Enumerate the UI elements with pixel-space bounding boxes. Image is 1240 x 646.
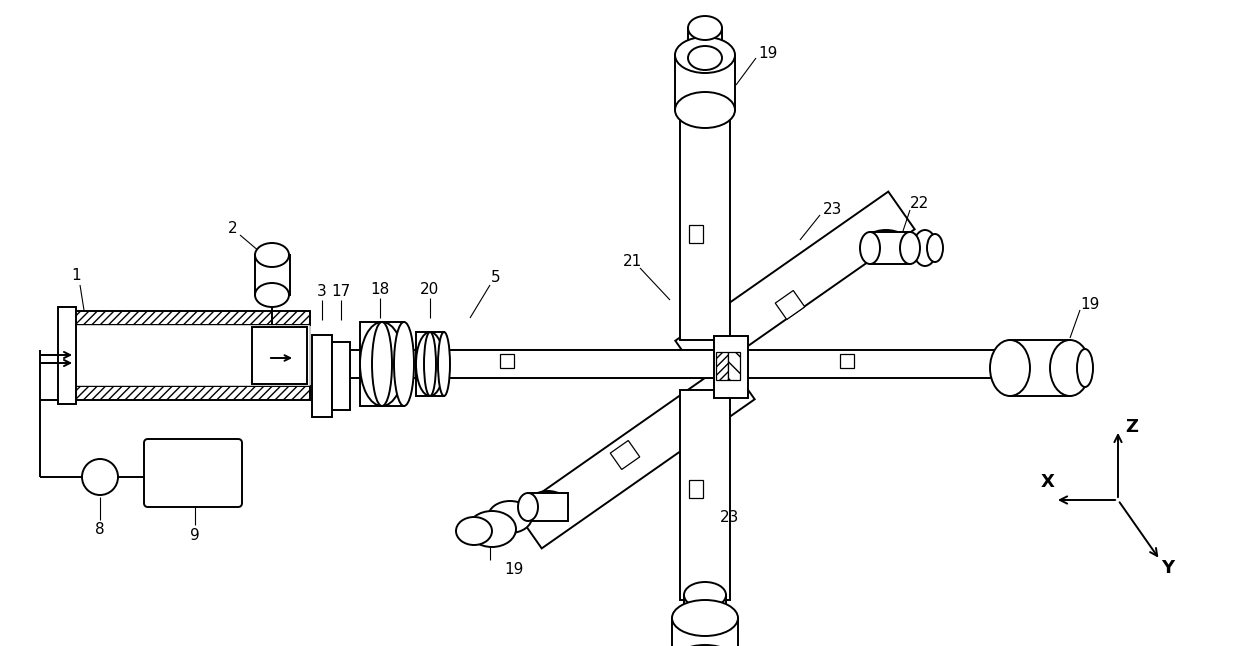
- Bar: [252, 327, 308, 384]
- Text: 9: 9: [190, 528, 200, 543]
- Bar: [500, 354, 515, 368]
- Ellipse shape: [990, 340, 1030, 396]
- Bar: [72, 311, 310, 325]
- Bar: [689, 225, 703, 243]
- Ellipse shape: [1078, 349, 1092, 387]
- Bar: [72, 325, 310, 386]
- Bar: [775, 291, 805, 320]
- Bar: [715, 352, 728, 380]
- Ellipse shape: [528, 491, 568, 519]
- Text: 22: 22: [910, 196, 930, 211]
- Ellipse shape: [688, 16, 722, 40]
- Bar: [350, 350, 720, 378]
- Text: 2: 2: [228, 220, 238, 236]
- Bar: [516, 362, 755, 548]
- Text: 18: 18: [371, 282, 389, 297]
- Bar: [730, 350, 1011, 378]
- Text: 3: 3: [317, 284, 327, 298]
- Ellipse shape: [489, 501, 532, 533]
- Bar: [415, 332, 444, 396]
- Bar: [255, 255, 290, 295]
- Ellipse shape: [438, 332, 450, 396]
- Bar: [610, 441, 640, 470]
- Ellipse shape: [672, 645, 738, 646]
- Bar: [684, 595, 725, 625]
- Ellipse shape: [861, 232, 880, 264]
- Ellipse shape: [900, 232, 920, 264]
- Ellipse shape: [518, 493, 538, 521]
- FancyBboxPatch shape: [144, 439, 242, 507]
- Circle shape: [82, 459, 118, 495]
- Bar: [689, 480, 703, 498]
- Text: Z: Z: [1126, 418, 1138, 436]
- Bar: [1011, 340, 1070, 396]
- Text: 8: 8: [95, 523, 105, 537]
- Bar: [675, 55, 735, 110]
- Text: 23: 23: [720, 510, 740, 525]
- Ellipse shape: [688, 46, 722, 70]
- Ellipse shape: [684, 582, 725, 608]
- Bar: [870, 232, 910, 264]
- Text: 19: 19: [505, 563, 523, 578]
- Ellipse shape: [394, 322, 414, 406]
- Text: 20: 20: [420, 282, 440, 297]
- Ellipse shape: [862, 230, 910, 262]
- Text: X: X: [1042, 473, 1055, 491]
- Text: 19: 19: [1080, 297, 1100, 311]
- Ellipse shape: [456, 517, 492, 545]
- Text: Y: Y: [1162, 559, 1174, 577]
- Bar: [714, 336, 748, 398]
- Ellipse shape: [255, 243, 289, 267]
- Bar: [312, 335, 332, 417]
- Bar: [680, 390, 730, 600]
- Ellipse shape: [372, 322, 392, 406]
- Bar: [360, 322, 404, 406]
- Bar: [839, 354, 854, 368]
- Ellipse shape: [913, 230, 937, 266]
- Ellipse shape: [255, 283, 289, 307]
- Bar: [332, 342, 350, 410]
- Text: 21: 21: [624, 253, 642, 269]
- Ellipse shape: [1050, 340, 1090, 396]
- Text: 1: 1: [71, 267, 81, 282]
- Ellipse shape: [672, 600, 738, 636]
- Bar: [672, 618, 738, 646]
- Ellipse shape: [928, 234, 942, 262]
- Ellipse shape: [360, 322, 404, 406]
- Bar: [728, 352, 740, 380]
- Text: 23: 23: [823, 202, 843, 216]
- Bar: [72, 386, 310, 400]
- Text: 17: 17: [331, 284, 351, 298]
- Bar: [58, 307, 76, 404]
- Ellipse shape: [424, 332, 436, 396]
- Bar: [1065, 349, 1085, 387]
- Ellipse shape: [675, 37, 735, 73]
- Bar: [444, 350, 720, 378]
- Text: 19: 19: [759, 45, 777, 61]
- Text: 5: 5: [491, 269, 501, 284]
- Bar: [528, 493, 568, 521]
- Ellipse shape: [675, 92, 735, 128]
- Bar: [688, 28, 722, 58]
- Bar: [680, 100, 730, 340]
- Bar: [676, 192, 915, 379]
- Ellipse shape: [415, 332, 444, 396]
- Ellipse shape: [467, 511, 516, 547]
